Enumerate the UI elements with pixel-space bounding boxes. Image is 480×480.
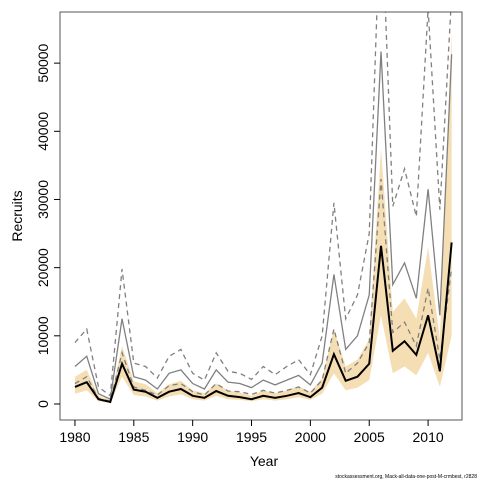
footnote: stockassessment.org, Mack-all-data-one-p… — [335, 474, 477, 480]
x-tick-label: 2000 — [295, 429, 326, 445]
series-line — [74, 242, 453, 404]
y-tick-label: 40000 — [35, 112, 51, 151]
y-tick-label: 30000 — [35, 180, 51, 219]
x-axis-label: Year — [250, 453, 279, 469]
x-tick-label: 2005 — [354, 429, 385, 445]
y-axis-label: Recruits — [9, 190, 25, 241]
y-tick-label: 20000 — [35, 248, 51, 287]
plot-area — [74, 12, 453, 404]
x-tick-label: 1985 — [118, 429, 149, 445]
y-tick-label: 0 — [35, 400, 51, 408]
confidence-band — [74, 29, 452, 403]
x-tick-label: 1980 — [59, 429, 90, 445]
series-line — [74, 51, 453, 401]
series-line — [74, 178, 453, 403]
plot-frame — [59, 11, 463, 421]
x-tick-label: 1990 — [177, 429, 208, 445]
series-line — [74, 12, 452, 398]
x-tick-label: 2010 — [413, 429, 444, 445]
y-tick-label: 10000 — [35, 316, 51, 355]
x-tick-label: 1995 — [236, 429, 267, 445]
y-tick-label: 50000 — [35, 43, 51, 82]
